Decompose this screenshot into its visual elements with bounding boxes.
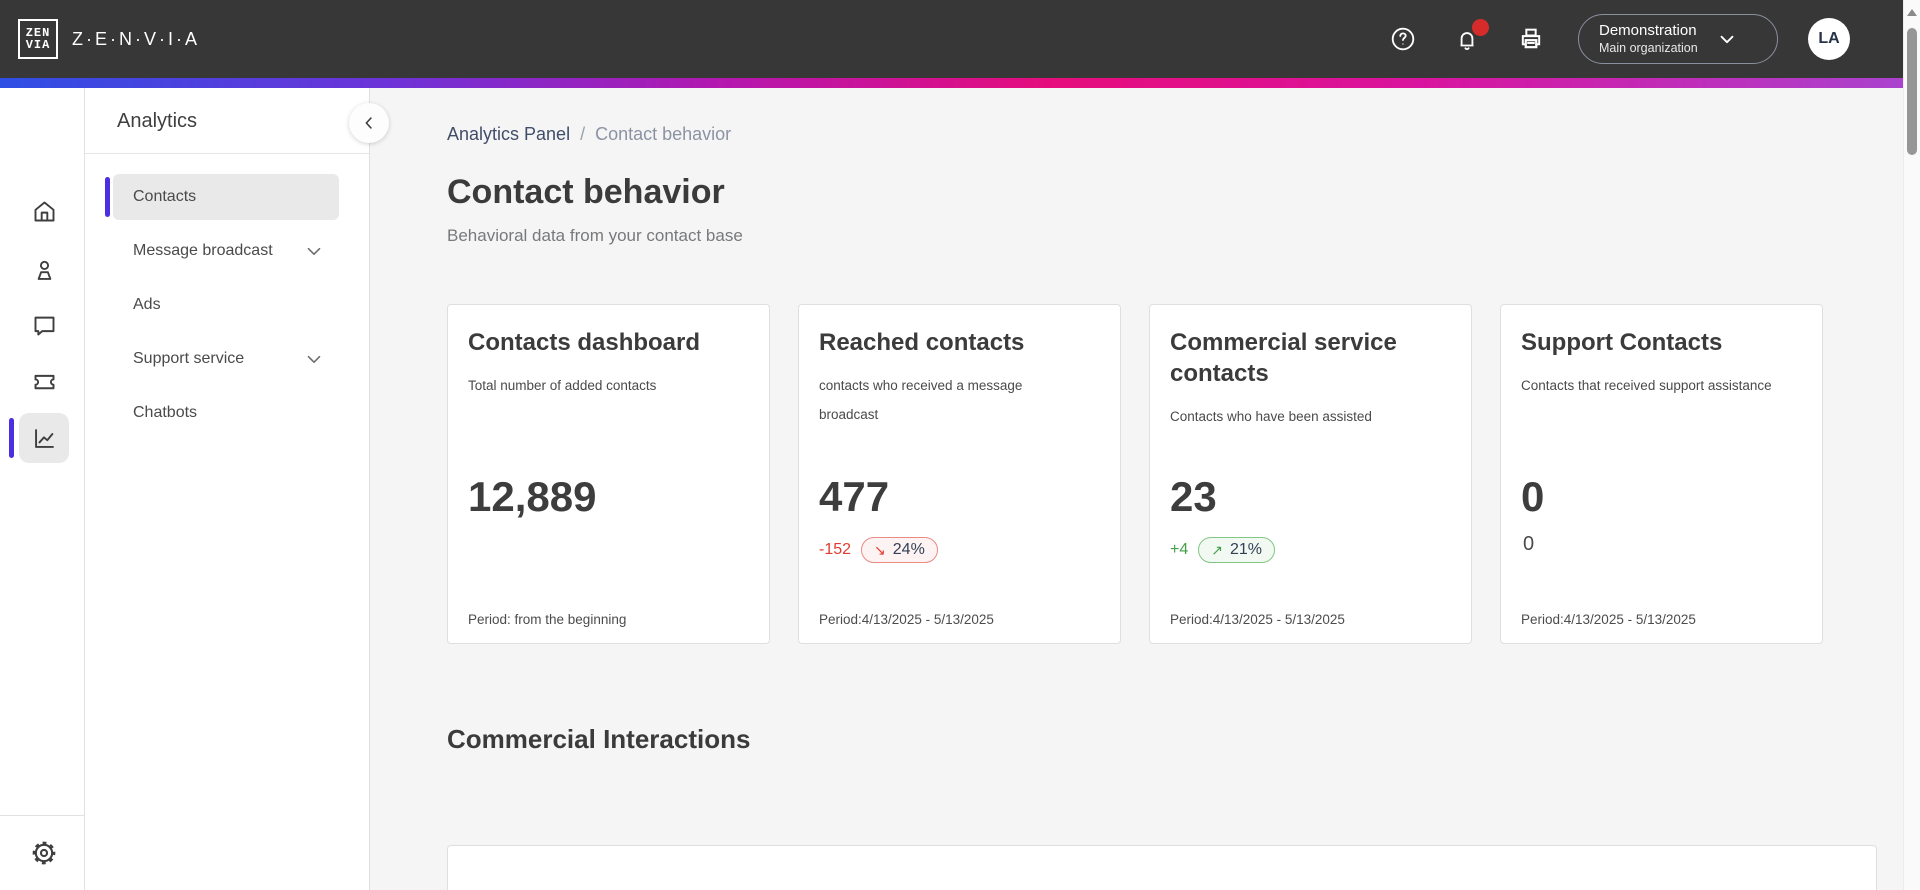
delta-value: 0 (1523, 533, 1535, 555)
sidebar-item-label: Ads (133, 296, 161, 313)
nav-settings[interactable] (19, 828, 69, 878)
nav-conversations[interactable] (19, 300, 69, 350)
commercial-interactions-panel (447, 845, 1877, 890)
user-avatar[interactable]: LA (1808, 18, 1850, 60)
topbar: ZEN VIA Z·E·N·V·I·A (0, 0, 1920, 78)
home-icon (31, 198, 58, 225)
chevron-left-icon (360, 114, 378, 132)
chevron-down-icon (303, 240, 325, 262)
topbar-actions: Demonstration Main organization LA (1386, 13, 1850, 65)
main-content: Analytics Panel / Contact behavior Conta… (370, 88, 1920, 890)
card-period: Period:4/13/2025 - 5/13/2025 (1521, 612, 1696, 627)
breadcrumb-analytics-panel[interactable]: Analytics Panel (447, 124, 571, 144)
sidebar-item-label: Support service (133, 350, 245, 367)
trend-percent: 21% (1229, 541, 1263, 558)
card-support-contacts: Support Contacts Contacts that received … (1500, 304, 1823, 644)
chevron-down-icon (303, 348, 325, 370)
card-period: Period:4/13/2025 - 5/13/2025 (1170, 612, 1345, 627)
card-description: Total number of added contacts (468, 378, 657, 394)
nav-contacts[interactable] (19, 245, 69, 295)
ticket-icon (31, 368, 58, 395)
notifications-button[interactable] (1450, 19, 1489, 56)
brand-name: Z·E·N·V·I·A (72, 28, 200, 49)
organization-switcher[interactable]: Demonstration Main organization (1578, 13, 1778, 65)
sidebar-menu: Contacts Message broadcast Ads Support s… (85, 154, 369, 436)
card-delta-row: +4 ↗ 21% (1170, 537, 1276, 563)
card-delta-row: -152 ↘ 24% (819, 537, 938, 563)
card-description: Contacts that received support assistanc… (1521, 378, 1772, 394)
notification-badge (1472, 19, 1489, 36)
active-nav-indicator (9, 418, 14, 458)
sidebar-title: Analytics (117, 110, 198, 132)
organization-subname: Main organization (1599, 40, 1698, 55)
sidebar-item-label: Chatbots (133, 404, 198, 421)
sidebar-item-support-service[interactable]: Support service (113, 336, 339, 382)
trend-badge: ↗ 21% (1198, 537, 1276, 563)
card-value: 23 (1170, 473, 1217, 520)
sidebar-item-chatbots[interactable]: Chatbots (113, 390, 339, 436)
scrollbar-thumb[interactable] (1907, 28, 1917, 155)
card-title: Commercial service contacts (1170, 329, 1397, 388)
zenvia-logo-icon[interactable]: ZEN VIA (18, 19, 58, 59)
nav-analytics[interactable] (19, 413, 69, 463)
analytics-sidebar: Analytics Contacts Message broadcast (85, 88, 389, 890)
rail-divider (0, 815, 84, 816)
nav-home[interactable] (19, 186, 69, 236)
brand-gradient-bar (0, 78, 1920, 88)
page-subtitle: Behavioral data from your contact base (447, 226, 743, 245)
card-description: contacts who received a message broadcas… (819, 378, 1023, 422)
card-value: 12,889 (468, 473, 597, 520)
sidebar-item-message-broadcast[interactable]: Message broadcast (113, 228, 339, 274)
active-item-indicator (105, 177, 110, 217)
print-button[interactable] (1514, 22, 1548, 56)
trend-percent: 24% (892, 541, 925, 558)
help-icon (1390, 26, 1416, 52)
delta-value: +4 (1170, 541, 1189, 558)
notifications-bell-icon (1454, 26, 1480, 52)
section-title-commercial-interactions: Commercial Interactions (447, 724, 751, 754)
card-description: Contacts who have been assisted (1170, 409, 1372, 425)
trend-up-arrow-icon: ↗ (1211, 541, 1223, 558)
sidebar-item-label: Contacts (133, 188, 197, 205)
page-scrollbar[interactable] (1903, 0, 1920, 890)
page-title: Contact behavior (447, 173, 725, 211)
help-button[interactable] (1386, 22, 1420, 56)
trend-down-arrow-icon: ↘ (874, 541, 886, 558)
card-title: Reached contacts (819, 329, 1025, 356)
card-reached-contacts: Reached contacts contacts who received a… (798, 304, 1121, 644)
sidebar-divider (85, 153, 369, 154)
primary-nav-rail (0, 88, 85, 890)
card-value: 0 (1521, 473, 1545, 520)
organization-name: Demonstration (1599, 21, 1697, 39)
organization-info: Demonstration Main organization (1599, 22, 1698, 56)
analytics-chart-icon (31, 425, 58, 452)
settings-gear-icon (30, 839, 58, 867)
card-title: Support Contacts (1521, 329, 1723, 356)
chevron-down-icon (1716, 28, 1738, 50)
card-value: 477 (819, 473, 890, 520)
scrollbar-up-arrow-icon[interactable] (1907, 9, 1917, 16)
print-icon (1517, 25, 1545, 53)
brand: ZEN VIA Z·E·N·V·I·A (18, 19, 200, 59)
logo-row-bottom: VIA (25, 38, 51, 52)
sidebar-collapse-button[interactable] (349, 103, 389, 143)
breadcrumb: Analytics Panel / Contact behavior (447, 124, 1920, 145)
sidebar-item-label: Message broadcast (133, 242, 273, 259)
kpi-cards-row: Contacts dashboard Total number of added… (447, 304, 1920, 644)
card-period: Period:4/13/2025 - 5/13/2025 (819, 612, 994, 627)
card-period: Period: from the beginning (468, 612, 627, 627)
nav-tickets[interactable] (19, 356, 69, 406)
breadcrumb-separator: / (580, 124, 586, 144)
contacts-person-icon (31, 257, 58, 284)
chat-icon (31, 312, 58, 339)
logo-row-top: ZEN (25, 26, 51, 40)
breadcrumb-current: Contact behavior (595, 124, 732, 144)
trend-badge: ↘ 24% (861, 537, 938, 563)
delta-value: -152 (819, 541, 852, 558)
sidebar-item-ads[interactable]: Ads (113, 282, 339, 328)
sidebar-item-contacts[interactable]: Contacts (105, 174, 339, 220)
card-commercial-service-contacts: Commercial service contacts Contacts who… (1149, 304, 1472, 644)
card-contacts-dashboard: Contacts dashboard Total number of added… (447, 304, 770, 644)
card-title: Contacts dashboard (468, 329, 701, 356)
